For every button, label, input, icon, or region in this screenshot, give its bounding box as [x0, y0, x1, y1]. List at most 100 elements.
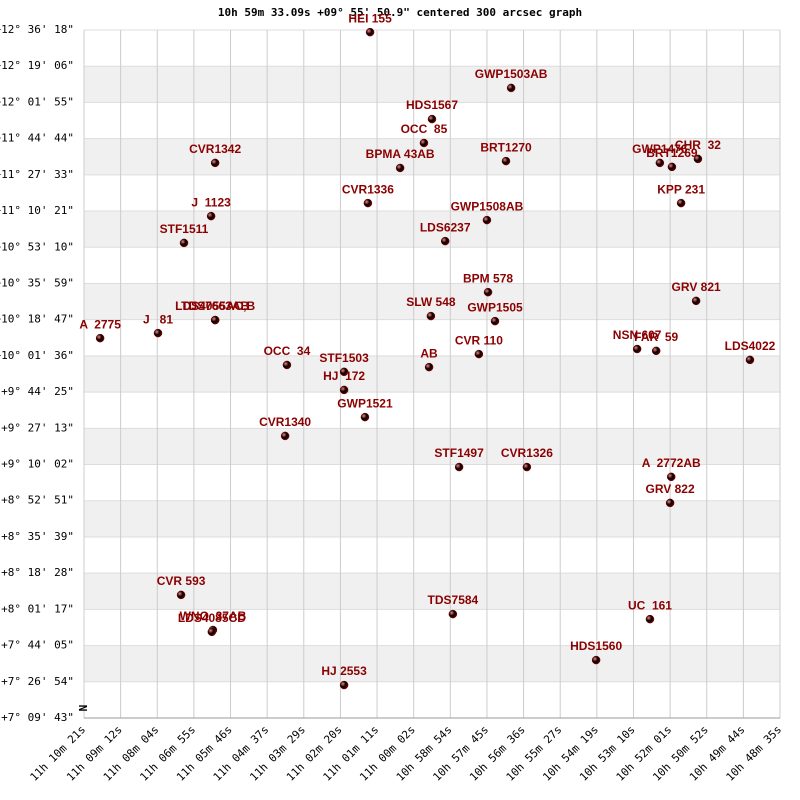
y-tick-label: +10° 01' 36": [0, 349, 74, 362]
star-point: [339, 367, 349, 377]
star-point: [667, 162, 677, 172]
star-label: BRT1269: [646, 146, 698, 160]
star-label: GWP1508AB: [451, 199, 524, 213]
y-tick-label: +8° 35' 39": [1, 530, 74, 543]
star-point: [363, 198, 373, 208]
stripe: [84, 645, 780, 682]
star-point: [210, 315, 220, 325]
star-point: [745, 355, 755, 365]
star-point: [676, 198, 686, 208]
y-tick-label: +8° 52' 51": [1, 494, 74, 507]
star-point: [426, 311, 436, 321]
star-point: [482, 215, 492, 225]
star-label: SLW 548: [406, 295, 456, 309]
star-label: CVR 593: [157, 574, 206, 588]
star-point: [440, 236, 450, 246]
star-label: HDS1567: [406, 98, 458, 112]
star-label: STF1503: [319, 351, 369, 365]
star-label: KPP 231: [657, 182, 705, 196]
star-point: [179, 238, 189, 248]
plot-background: [83, 29, 781, 719]
star-point: [448, 609, 458, 619]
star-label: TDS7663AB: [181, 299, 249, 313]
stripe: [84, 428, 780, 465]
star-label: A 2775: [79, 317, 121, 331]
chart-title: 10h 59m 33.09s +09° 55' 50.9" centered 3…: [218, 6, 582, 19]
star-label: OCC 34: [264, 344, 311, 358]
y-tick-label: +10° 18' 47": [0, 313, 74, 326]
star-point: [501, 156, 511, 166]
star-label: TDS7584: [428, 593, 479, 607]
star-label: J 1123: [191, 195, 231, 209]
star-point: [95, 333, 105, 343]
star-label: LDS4022: [725, 339, 776, 353]
star-point: [666, 472, 676, 482]
star-point: [655, 158, 665, 168]
y-tick-label: +9° 44' 25": [1, 385, 74, 398]
y-tick-label: +7° 26' 54": [1, 675, 74, 688]
star-label: GWP1521: [337, 396, 393, 410]
stripe: [84, 500, 780, 537]
star-label: GWP1505: [467, 300, 523, 314]
star-label: BRT1270: [480, 140, 532, 154]
compass: N: [77, 705, 90, 712]
star-label: HDS1560: [570, 639, 622, 653]
star-label: FAR 59: [634, 330, 678, 344]
y-tick-label: +12° 01' 55": [0, 95, 74, 108]
y-tick-label: +11° 27' 33": [0, 168, 74, 181]
star-label: GWP1503AB: [475, 67, 548, 81]
star-label: WNO 37AB: [180, 609, 247, 623]
star-label: STF1497: [434, 446, 484, 460]
star-label: OCC 85: [401, 122, 448, 136]
y-tick-label: +12° 19' 06": [0, 59, 74, 72]
star-point: [280, 431, 290, 441]
star-label: UC 161: [628, 598, 672, 612]
star-point: [210, 158, 220, 168]
y-tick-label: +9° 10' 02": [1, 458, 74, 471]
star-label: CVR1326: [501, 446, 553, 460]
y-tick-label: +7° 09' 43": [1, 711, 74, 724]
star-point: [365, 27, 375, 37]
star-label: HEI 155: [348, 11, 392, 25]
star-point: [522, 462, 532, 472]
y-tick-label: +10° 53' 10": [0, 240, 74, 253]
star-point: [282, 360, 292, 370]
star-point: [427, 114, 437, 124]
star-label: HJ 172: [323, 369, 365, 383]
star-label: BPMA 43AB: [366, 147, 435, 161]
star-point: [419, 138, 429, 148]
y-tick-label: +8° 18' 28": [1, 566, 74, 579]
star-point: [693, 154, 703, 164]
star-point: [665, 498, 675, 508]
star-label: A 2772AB: [642, 456, 701, 470]
star-point: [506, 83, 516, 93]
star-label: J 81: [143, 312, 173, 326]
star-label: STF1511: [160, 222, 209, 236]
star-point: [483, 287, 493, 297]
star-point: [474, 349, 484, 359]
star-label: BPM 578: [463, 271, 513, 285]
star-label: AB: [420, 346, 438, 360]
star-point: [591, 655, 601, 665]
star-label: CHR 32: [675, 138, 721, 152]
y-tick-label: +9° 27' 13": [1, 421, 74, 434]
y-tick-label: +11° 44' 44": [0, 132, 74, 145]
star-point: [207, 627, 217, 637]
star-label: CVR1342: [189, 142, 241, 156]
star-label: GRV 821: [672, 280, 721, 294]
star-label: LDS4085CD: [178, 611, 246, 625]
star-point: [490, 316, 500, 326]
y-tick-label: +12° 36' 18": [0, 23, 74, 36]
stripe: [84, 138, 780, 175]
star-point: [339, 680, 349, 690]
star-point: [360, 412, 370, 422]
stripe: [84, 211, 780, 248]
star-point: [632, 344, 642, 354]
star-point: [454, 462, 464, 472]
star-label: LDS6237: [420, 220, 471, 234]
star-point: [153, 328, 163, 338]
star-point: [339, 385, 349, 395]
star-label: CVR 110: [455, 333, 503, 347]
star-label: CVR1340: [259, 415, 311, 429]
